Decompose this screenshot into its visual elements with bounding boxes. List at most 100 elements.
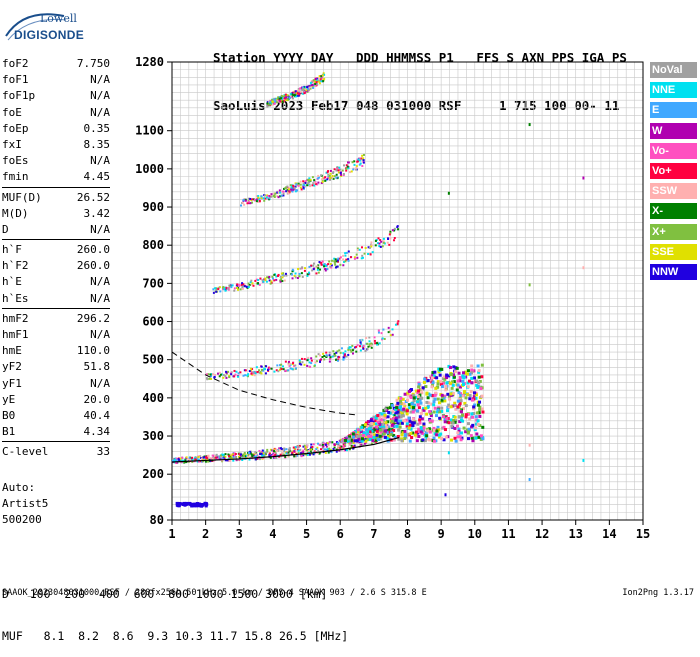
y-tick-label: 200: [142, 467, 164, 481]
header-line1: Station YYYY DAY DDD HHMMSS P1 FFS S AXN…: [213, 50, 627, 65]
echo-point: [321, 74, 324, 77]
echo-point: [215, 288, 218, 291]
y-tick-label: 80: [150, 513, 164, 527]
echo-point: [304, 267, 307, 270]
spread-f-echo: [426, 396, 430, 400]
spread-f-echo: [454, 439, 458, 443]
spread-f-echo: [375, 433, 379, 437]
spread-f-echo: [463, 401, 467, 405]
echo-point: [223, 457, 226, 460]
spread-f-echo: [384, 421, 388, 425]
echo-point: [207, 373, 210, 376]
spread-f-echo: [369, 424, 373, 428]
echo-point: [342, 254, 345, 257]
file-info: SAAOK_2023048031000.RSF / 280fx256h 50 k…: [2, 588, 427, 598]
spread-f-echo: [418, 393, 422, 397]
echo-point: [396, 225, 399, 228]
echo-point: [306, 444, 309, 447]
spread-f-echo: [476, 422, 480, 426]
spread-f-echo: [479, 434, 483, 438]
spread-f-echo: [401, 412, 405, 416]
echo-point: [349, 171, 352, 174]
param-label: foF2: [2, 57, 29, 70]
echo-point: [258, 200, 261, 203]
echo-point: [263, 453, 266, 456]
spread-f-echo: [360, 439, 364, 443]
echo-point: [237, 455, 240, 458]
echo-point: [321, 355, 324, 358]
spread-f-echo: [375, 429, 379, 433]
spread-f-echo: [397, 437, 401, 441]
spread-f-echo: [371, 422, 375, 426]
echo-point: [360, 443, 363, 446]
echo-point: [293, 186, 296, 189]
echo-point: [266, 104, 269, 107]
param-value: 110.0: [76, 344, 110, 358]
spread-f-echo: [466, 437, 470, 441]
echo-point: [251, 198, 254, 201]
echo-point: [359, 162, 362, 165]
echo-point: [261, 449, 264, 452]
spread-f-echo: [383, 426, 387, 430]
spread-f-echo: [467, 427, 471, 431]
echo-point: [296, 183, 299, 186]
spread-f-echo: [406, 398, 410, 402]
spread-f-echo: [456, 405, 460, 409]
spread-f-echo: [410, 421, 414, 425]
spread-f-echo: [416, 400, 420, 404]
echo-point: [296, 276, 299, 279]
param-row: foE N/A: [2, 105, 110, 121]
echo-point: [284, 272, 287, 275]
spread-f-echo: [470, 381, 474, 385]
spread-f-echo: [393, 435, 397, 439]
spread-f-echo: [409, 431, 413, 435]
echo-point: [320, 444, 323, 447]
echo-point: [208, 377, 211, 380]
spread-f-echo: [456, 383, 460, 387]
echo-point: [361, 154, 364, 157]
param-value: N/A: [90, 222, 110, 236]
spread-f-echo: [414, 430, 418, 434]
spread-f-echo: [429, 414, 433, 418]
spread-f-echo: [458, 403, 462, 407]
spread-f-echo: [420, 391, 424, 395]
echo-point: [336, 259, 339, 262]
echo-point: [289, 367, 292, 370]
echo-point: [259, 277, 262, 280]
logo-brand: Lowell: [40, 12, 77, 25]
echo-point: [291, 277, 294, 280]
echo-point: [370, 442, 373, 445]
echo-point: [359, 341, 362, 344]
echo-point: [293, 455, 296, 458]
param-label: hmE: [2, 344, 22, 358]
echo-point: [316, 265, 319, 268]
echo-point: [295, 455, 298, 458]
echo-point: [281, 280, 284, 283]
echo-point: [274, 453, 277, 456]
echo-point: [288, 187, 291, 190]
spread-f-echo: [408, 406, 412, 410]
echo-point: [317, 79, 320, 82]
echo-point: [364, 349, 367, 352]
echo-point: [297, 267, 300, 270]
echo-point: [240, 204, 243, 207]
spread-f-echo: [478, 424, 482, 428]
echo-point: [281, 452, 284, 455]
spread-f-echo: [408, 394, 412, 398]
echo-point: [235, 286, 238, 289]
echo-point: [265, 365, 268, 368]
x-tick-label: 2: [202, 527, 209, 541]
echo-point: [311, 176, 314, 179]
echo-point: [320, 178, 323, 181]
echo-point: [289, 93, 292, 96]
echo-point: [336, 265, 339, 268]
echo-point: [348, 448, 351, 451]
spread-f-echo: [419, 401, 423, 405]
spread-f-echo: [479, 387, 483, 391]
spread-f-echo: [362, 426, 366, 430]
spread-f-echo: [383, 429, 387, 433]
echo-point: [334, 258, 337, 261]
echo-point: [206, 457, 209, 460]
echo-point: [253, 199, 256, 202]
spread-f-echo: [458, 375, 462, 379]
